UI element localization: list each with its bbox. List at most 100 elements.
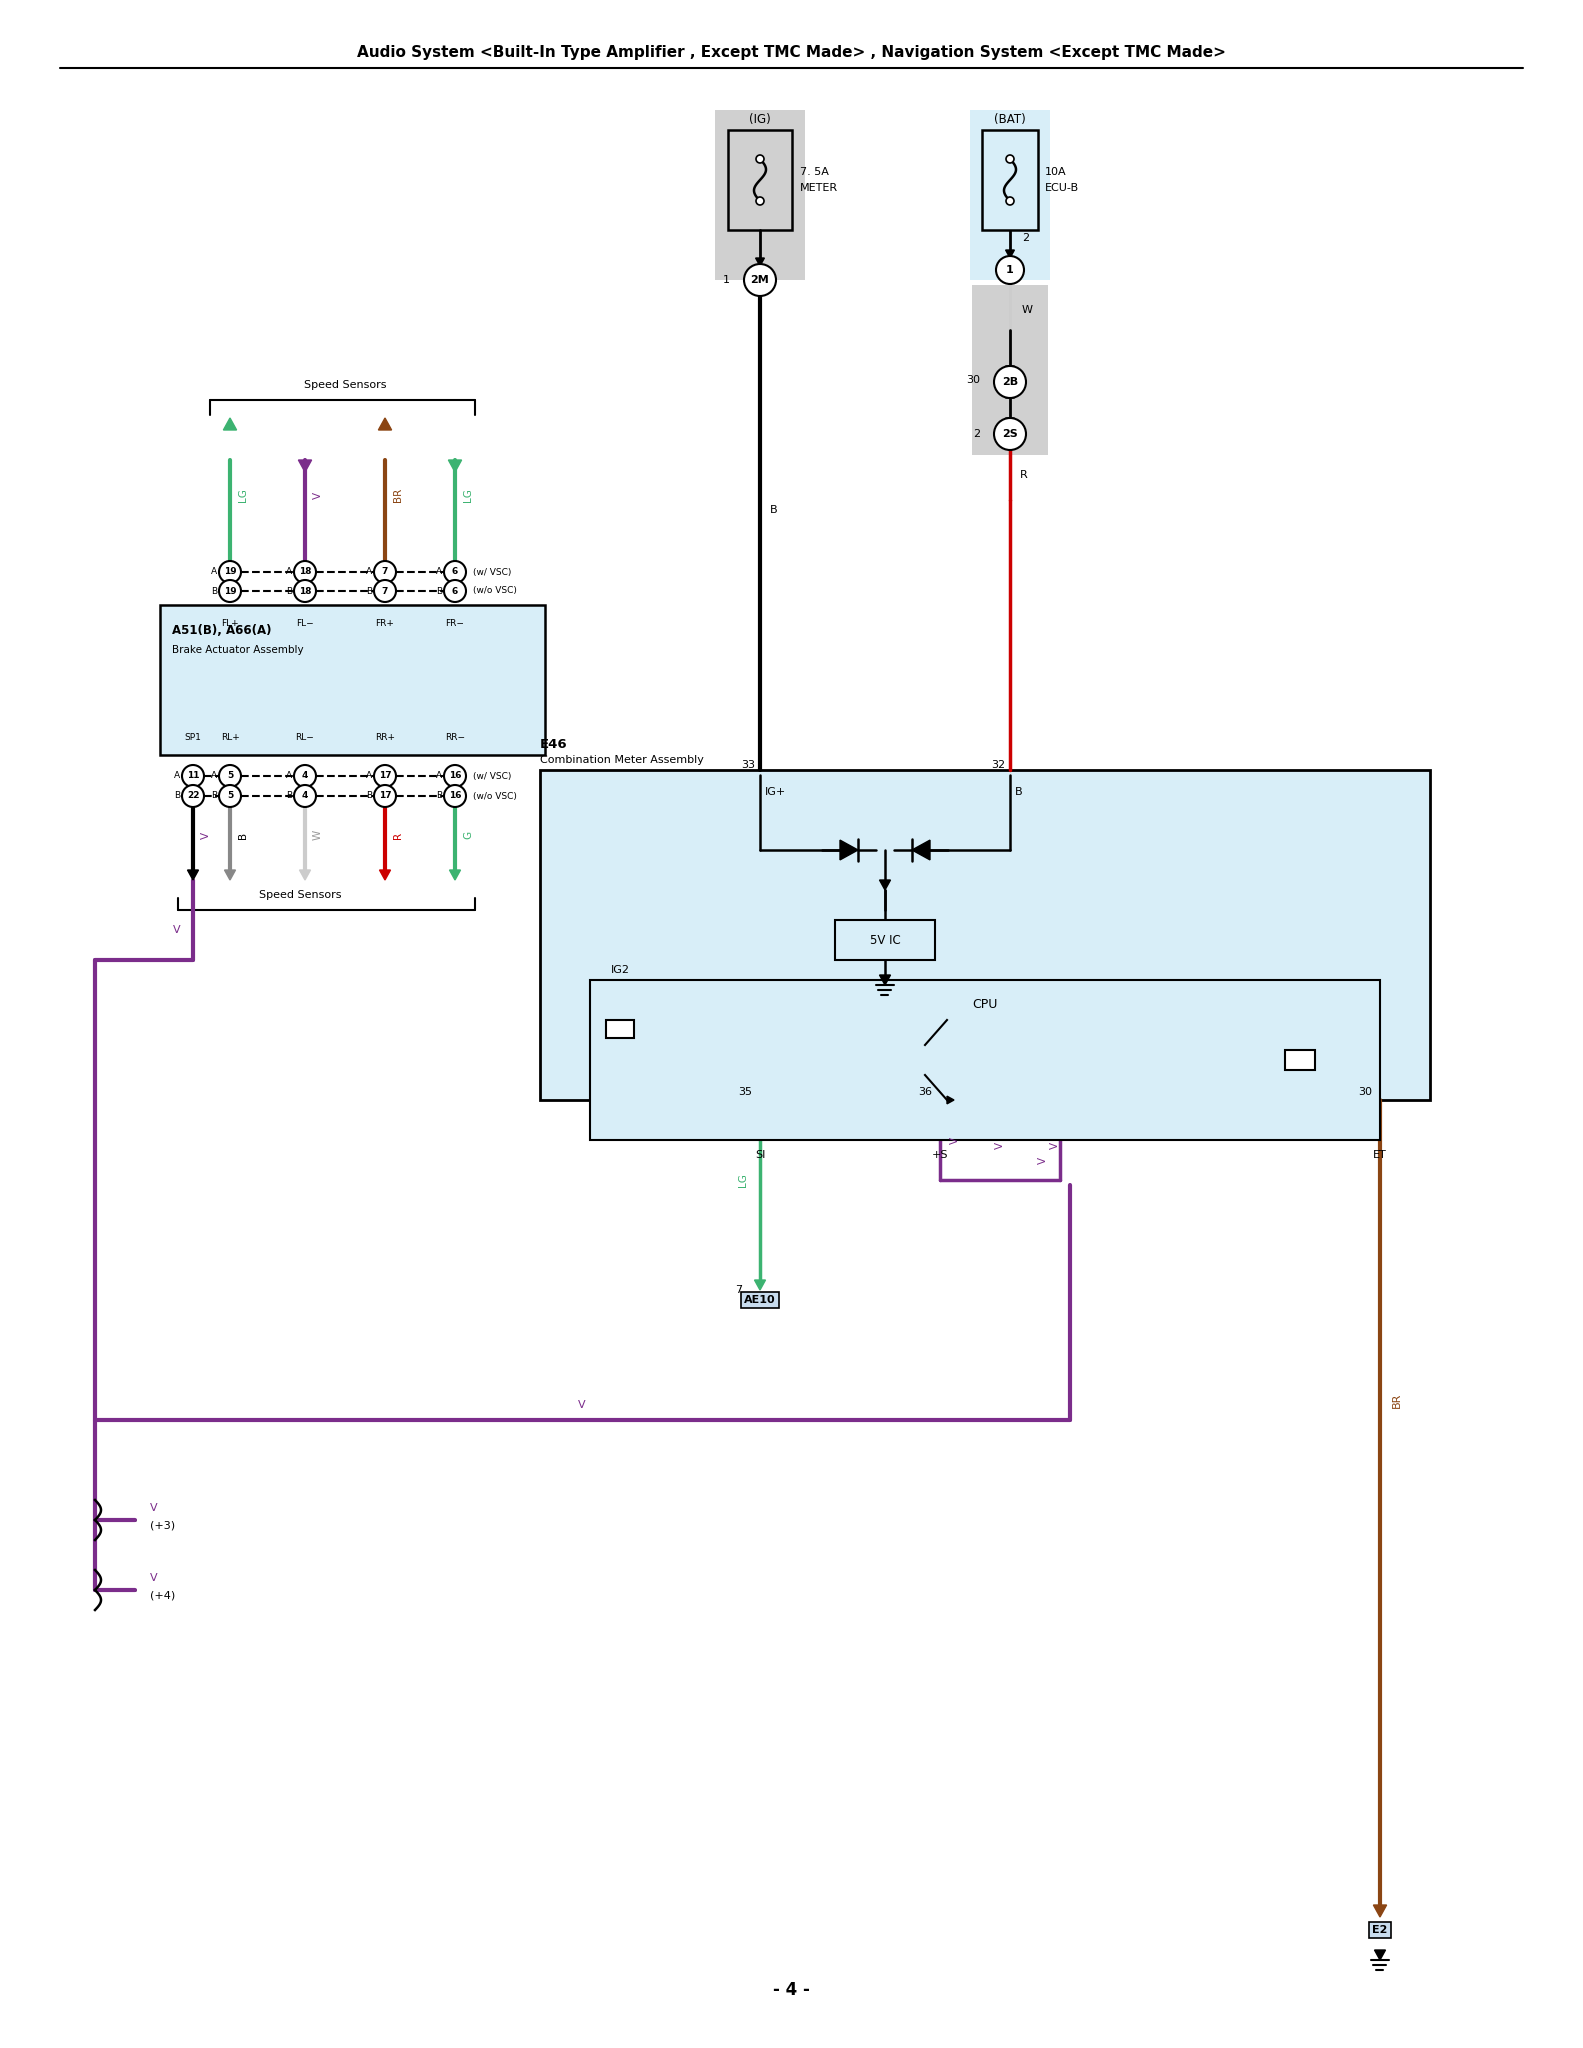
Text: RL−: RL− <box>296 733 315 741</box>
Text: E2: E2 <box>1372 1925 1388 1935</box>
Circle shape <box>374 580 396 602</box>
Circle shape <box>443 784 465 807</box>
Text: R: R <box>393 831 404 838</box>
Text: 6: 6 <box>451 586 457 596</box>
Polygon shape <box>880 881 891 891</box>
Text: 7. 5A: 7. 5A <box>799 168 829 176</box>
Text: SI: SI <box>755 1151 765 1159</box>
Circle shape <box>374 561 396 584</box>
Polygon shape <box>299 870 310 881</box>
Circle shape <box>744 264 776 297</box>
Circle shape <box>1007 197 1015 205</box>
Polygon shape <box>225 870 236 881</box>
Polygon shape <box>187 870 198 881</box>
Circle shape <box>374 784 396 807</box>
Text: +S: +S <box>932 1151 948 1159</box>
FancyBboxPatch shape <box>981 129 1038 229</box>
Polygon shape <box>1374 1950 1385 1960</box>
Text: 19: 19 <box>223 567 236 575</box>
Text: B: B <box>435 586 442 596</box>
Text: FR−: FR− <box>445 618 464 627</box>
Text: 19: 19 <box>223 586 236 596</box>
Text: 4: 4 <box>302 772 309 780</box>
Polygon shape <box>1005 418 1015 426</box>
Text: A: A <box>366 772 372 780</box>
Circle shape <box>996 256 1024 285</box>
Circle shape <box>218 561 241 584</box>
Circle shape <box>994 418 1026 451</box>
Circle shape <box>294 580 317 602</box>
Text: Speed Sensors: Speed Sensors <box>304 381 386 389</box>
Text: (w/ VSC): (w/ VSC) <box>473 567 511 575</box>
Text: 1: 1 <box>723 274 730 285</box>
FancyBboxPatch shape <box>972 285 1048 455</box>
Polygon shape <box>755 258 765 266</box>
Text: ECU-B: ECU-B <box>1045 182 1080 193</box>
Text: IG+: IG+ <box>765 786 787 797</box>
Text: FL−: FL− <box>296 618 313 627</box>
Circle shape <box>994 367 1026 397</box>
Text: Brake Actuator Assembly: Brake Actuator Assembly <box>173 645 304 655</box>
Text: 2B: 2B <box>1002 377 1018 387</box>
Text: (+3): (+3) <box>150 1522 176 1532</box>
Text: 5V IC: 5V IC <box>869 934 901 946</box>
Text: RL+: RL+ <box>220 733 239 741</box>
Text: A: A <box>366 567 372 575</box>
Text: 7: 7 <box>382 567 388 575</box>
Text: FR+: FR+ <box>375 618 394 627</box>
Text: LG: LG <box>462 487 473 502</box>
Text: 32: 32 <box>991 760 1005 770</box>
Text: METER: METER <box>799 182 837 193</box>
Text: B: B <box>287 586 291 596</box>
FancyBboxPatch shape <box>540 770 1429 1100</box>
Polygon shape <box>841 840 858 860</box>
Text: R: R <box>1019 469 1027 479</box>
Text: 16: 16 <box>448 772 461 780</box>
Text: RR−: RR− <box>445 733 465 741</box>
Circle shape <box>218 784 241 807</box>
Text: B: B <box>211 586 217 596</box>
Text: (w/ VSC): (w/ VSC) <box>473 772 511 780</box>
Polygon shape <box>1005 367 1015 375</box>
FancyBboxPatch shape <box>970 111 1050 281</box>
Text: B: B <box>211 791 217 801</box>
Text: FL+: FL+ <box>222 618 239 627</box>
Text: (BAT): (BAT) <box>994 113 1026 127</box>
Text: LG: LG <box>738 1174 749 1188</box>
Text: W: W <box>313 829 323 840</box>
Text: - 4 -: - 4 - <box>773 1980 810 1999</box>
Text: V: V <box>201 831 211 838</box>
Circle shape <box>443 561 465 584</box>
Text: Combination Meter Assembly: Combination Meter Assembly <box>540 756 704 766</box>
Circle shape <box>218 766 241 786</box>
Circle shape <box>294 784 317 807</box>
Circle shape <box>757 156 765 164</box>
Text: 1: 1 <box>1007 264 1013 274</box>
Text: 33: 33 <box>741 760 755 770</box>
Text: V: V <box>174 926 180 936</box>
Text: 5: 5 <box>226 772 233 780</box>
Circle shape <box>443 580 465 602</box>
Text: V: V <box>150 1503 158 1513</box>
Text: A: A <box>211 567 217 575</box>
Polygon shape <box>912 840 929 860</box>
Text: LG: LG <box>237 487 249 502</box>
Polygon shape <box>1005 250 1015 258</box>
Text: V: V <box>578 1401 586 1409</box>
Text: A: A <box>174 772 180 780</box>
Text: 36: 36 <box>918 1087 932 1098</box>
Text: 5: 5 <box>226 791 233 801</box>
Text: 2M: 2M <box>750 274 769 285</box>
Text: V: V <box>313 492 323 498</box>
Text: V: V <box>150 1573 158 1583</box>
Text: 2S: 2S <box>1002 428 1018 438</box>
Text: IG2: IG2 <box>611 965 630 975</box>
Text: 6: 6 <box>451 567 457 575</box>
Text: 10A: 10A <box>1045 168 1067 176</box>
Text: B: B <box>366 586 372 596</box>
Text: V: V <box>1050 1141 1061 1149</box>
Text: BR: BR <box>1391 1393 1403 1407</box>
Text: A: A <box>435 567 442 575</box>
Text: B: B <box>174 791 180 801</box>
FancyBboxPatch shape <box>160 604 545 756</box>
